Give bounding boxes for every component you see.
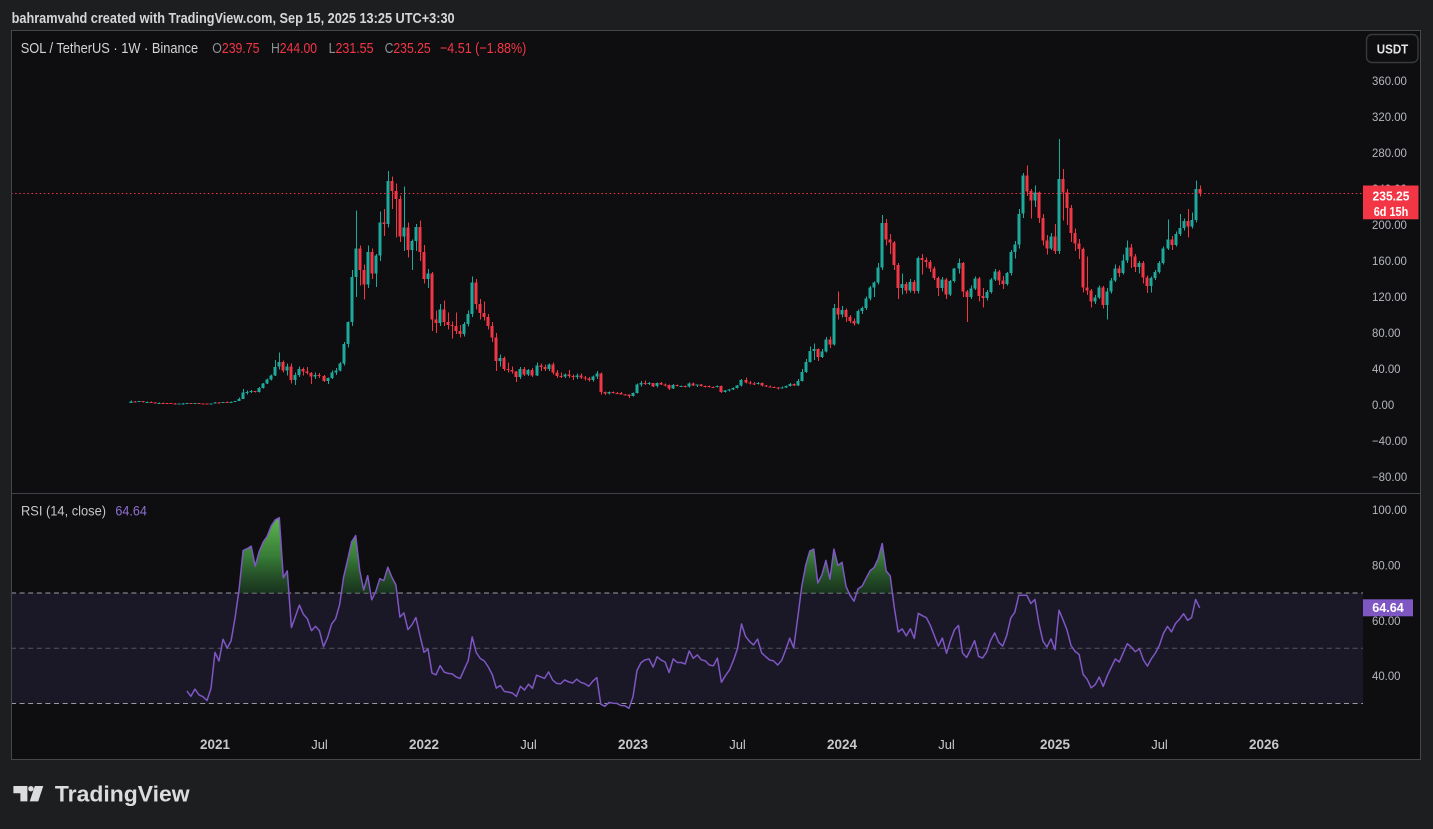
svg-text:Jul: Jul [938, 737, 955, 752]
svg-text:H244.00: H244.00 [271, 40, 317, 57]
svg-text:2022: 2022 [409, 737, 439, 752]
svg-text:2025: 2025 [1040, 737, 1071, 752]
svg-text:0.00: 0.00 [1372, 398, 1395, 412]
svg-text:SOL / TetherUS · 1W · Binance: SOL / TetherUS · 1W · Binance [21, 40, 199, 57]
svg-text:280.00: 280.00 [1372, 146, 1407, 160]
svg-text:−4.51 (−1.88%): −4.51 (−1.88%) [440, 40, 526, 57]
svg-text:C235.25: C235.25 [385, 40, 431, 57]
svg-text:2023: 2023 [618, 737, 649, 752]
svg-text:L231.55: L231.55 [329, 40, 374, 57]
svg-text:80.00: 80.00 [1372, 326, 1401, 340]
svg-text:235.25: 235.25 [1373, 190, 1410, 204]
svg-text:80.00: 80.00 [1372, 559, 1401, 573]
svg-text:64.64: 64.64 [1372, 601, 1404, 615]
svg-text:TradingView: TradingView [55, 782, 191, 807]
svg-text:2024: 2024 [827, 737, 858, 752]
svg-text:40.00: 40.00 [1372, 362, 1401, 376]
svg-text:2021: 2021 [200, 737, 231, 752]
svg-text:Jul: Jul [311, 737, 328, 752]
svg-text:6d 15h: 6d 15h [1374, 205, 1409, 219]
svg-text:120.00: 120.00 [1372, 290, 1407, 304]
svg-text:RSI (14, close): RSI (14, close) [21, 504, 106, 519]
svg-text:200.00: 200.00 [1372, 218, 1407, 232]
svg-text:bahramvahd created with Tradin: bahramvahd created with TradingView.com,… [12, 11, 455, 27]
svg-text:2026: 2026 [1249, 737, 1280, 752]
svg-text:USDT: USDT [1377, 41, 1409, 56]
svg-text:Jul: Jul [1151, 737, 1168, 752]
svg-text:−40.00: −40.00 [1372, 434, 1408, 448]
svg-text:Jul: Jul [520, 737, 537, 752]
svg-text:360.00: 360.00 [1372, 74, 1407, 88]
svg-text:320.00: 320.00 [1372, 110, 1407, 124]
svg-text:O239.75: O239.75 [212, 40, 259, 57]
svg-text:160.00: 160.00 [1372, 254, 1407, 268]
svg-text:60.00: 60.00 [1372, 614, 1401, 628]
svg-text:40.00: 40.00 [1372, 669, 1401, 683]
svg-text:−80.00: −80.00 [1372, 470, 1408, 484]
svg-text:64.64: 64.64 [115, 504, 147, 519]
svg-text:100.00: 100.00 [1372, 503, 1407, 517]
svg-text:Jul: Jul [729, 737, 746, 752]
